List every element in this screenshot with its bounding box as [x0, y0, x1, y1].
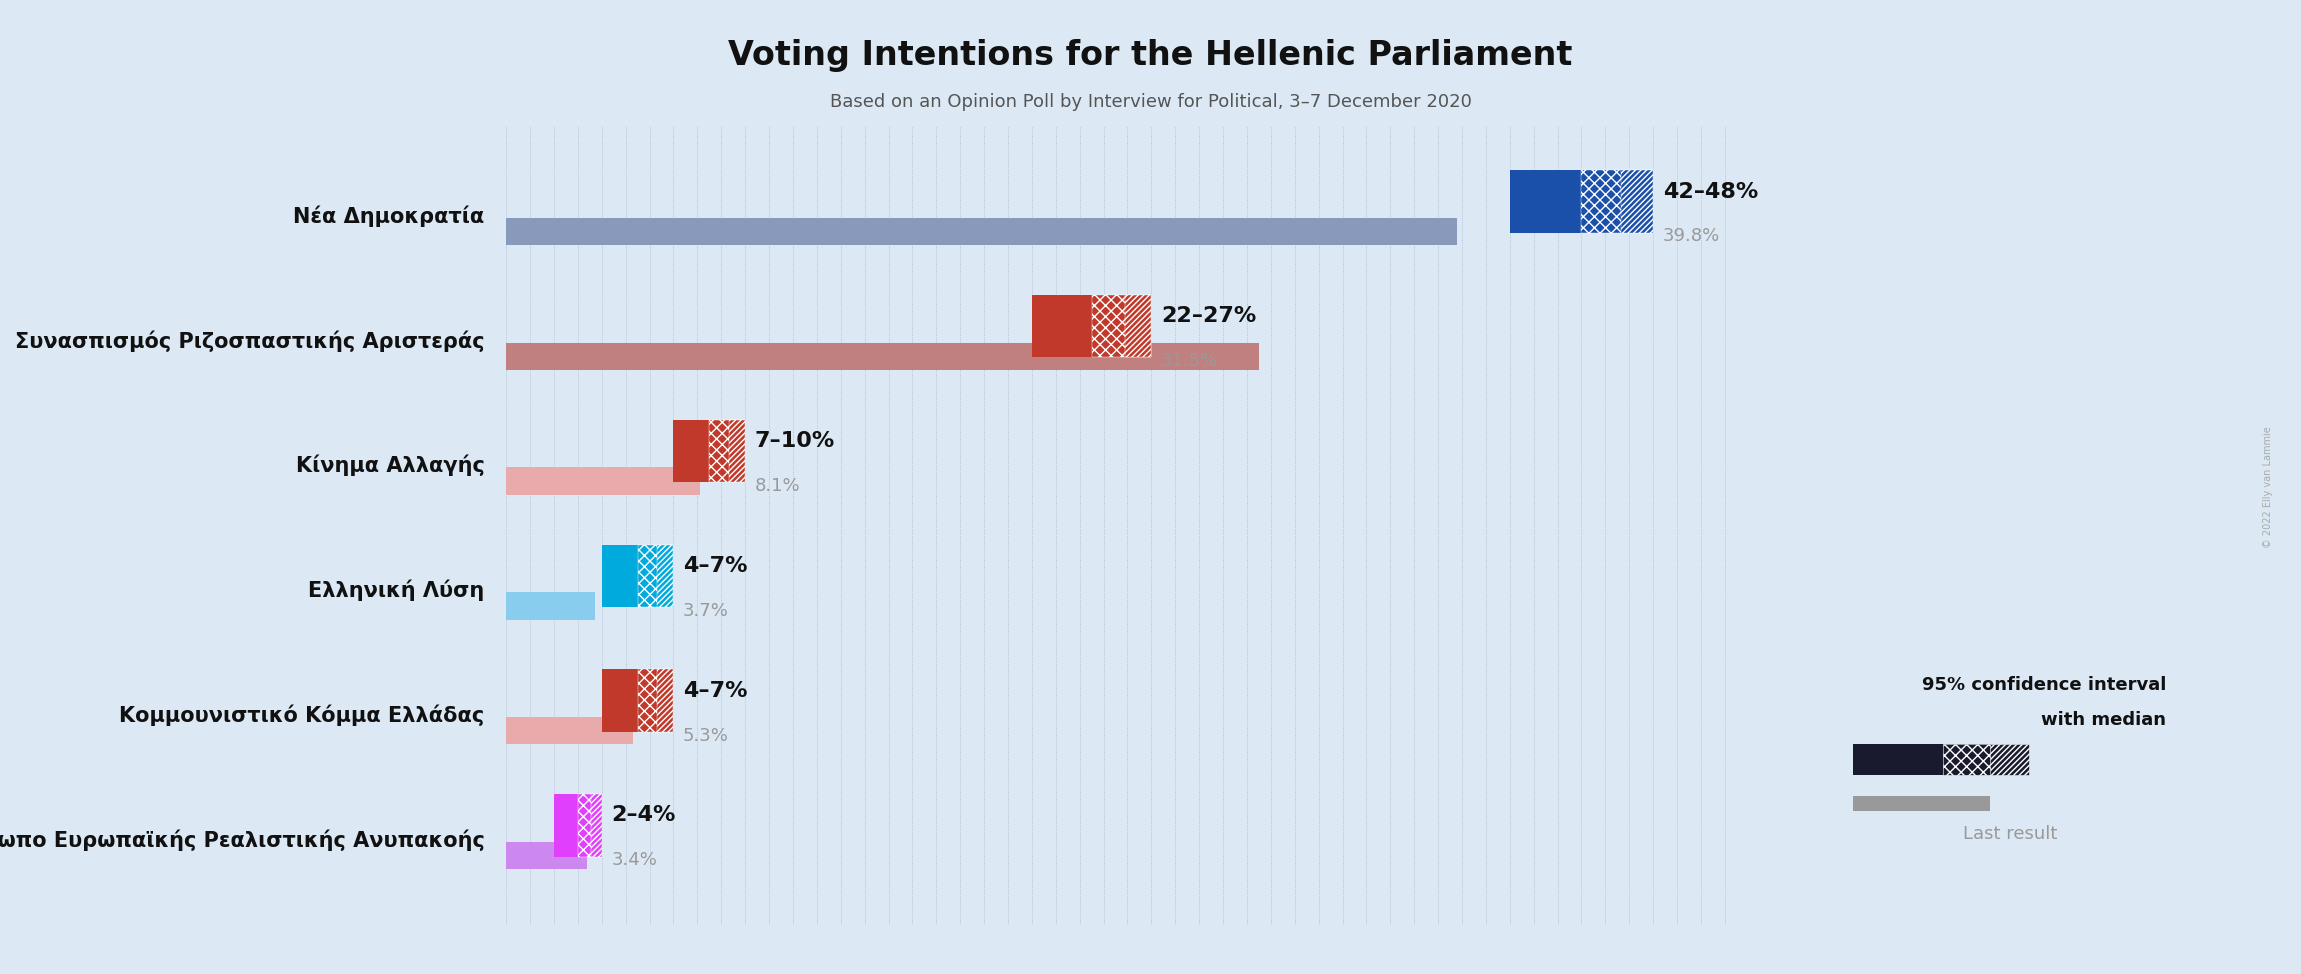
- Bar: [1031, 295, 1091, 357]
- Text: Based on an Opinion Poll by Interview for Political, 3–7 December 2020: Based on an Opinion Poll by Interview fo…: [831, 93, 1470, 110]
- Bar: [1581, 170, 1652, 233]
- Bar: [1944, 744, 2029, 775]
- Text: 4–7%: 4–7%: [683, 681, 748, 700]
- Bar: [603, 544, 637, 607]
- Bar: [603, 669, 637, 731]
- Text: © 2022 Elly van Lammie: © 2022 Elly van Lammie: [2264, 427, 2273, 547]
- Bar: [658, 544, 674, 607]
- Text: with median: with median: [2041, 711, 2168, 729]
- Text: 7–10%: 7–10%: [755, 431, 835, 451]
- Bar: [658, 669, 674, 731]
- Bar: [506, 468, 700, 495]
- Text: 39.8%: 39.8%: [1664, 228, 1719, 245]
- Text: 22–27%: 22–27%: [1162, 306, 1256, 326]
- Bar: [674, 420, 709, 482]
- Text: 5.3%: 5.3%: [683, 727, 729, 744]
- Bar: [506, 592, 594, 619]
- Bar: [591, 794, 603, 857]
- Text: 8.1%: 8.1%: [755, 477, 801, 495]
- Bar: [1855, 796, 1990, 811]
- Bar: [555, 794, 578, 857]
- Bar: [709, 420, 746, 482]
- Bar: [506, 717, 633, 744]
- Bar: [506, 842, 587, 869]
- Bar: [729, 420, 746, 482]
- Text: 2–4%: 2–4%: [612, 805, 676, 826]
- Text: 95% confidence interval: 95% confidence interval: [1921, 676, 2168, 693]
- Text: 42–48%: 42–48%: [1664, 181, 1758, 202]
- Bar: [506, 343, 1259, 370]
- Text: 3.4%: 3.4%: [612, 851, 658, 870]
- Bar: [1509, 170, 1581, 233]
- Bar: [578, 794, 603, 857]
- Bar: [1855, 744, 2029, 775]
- Text: 31.5%: 31.5%: [1162, 353, 1217, 370]
- Text: 3.7%: 3.7%: [683, 602, 729, 619]
- Text: Last result: Last result: [1963, 825, 2057, 843]
- Bar: [637, 544, 674, 607]
- Bar: [506, 218, 1457, 245]
- Bar: [1990, 744, 2029, 775]
- Bar: [1091, 295, 1150, 357]
- Bar: [1620, 170, 1652, 233]
- Text: Voting Intentions for the Hellenic Parliament: Voting Intentions for the Hellenic Parli…: [729, 39, 1572, 72]
- Bar: [1125, 295, 1150, 357]
- Text: 4–7%: 4–7%: [683, 556, 748, 576]
- Bar: [637, 669, 674, 731]
